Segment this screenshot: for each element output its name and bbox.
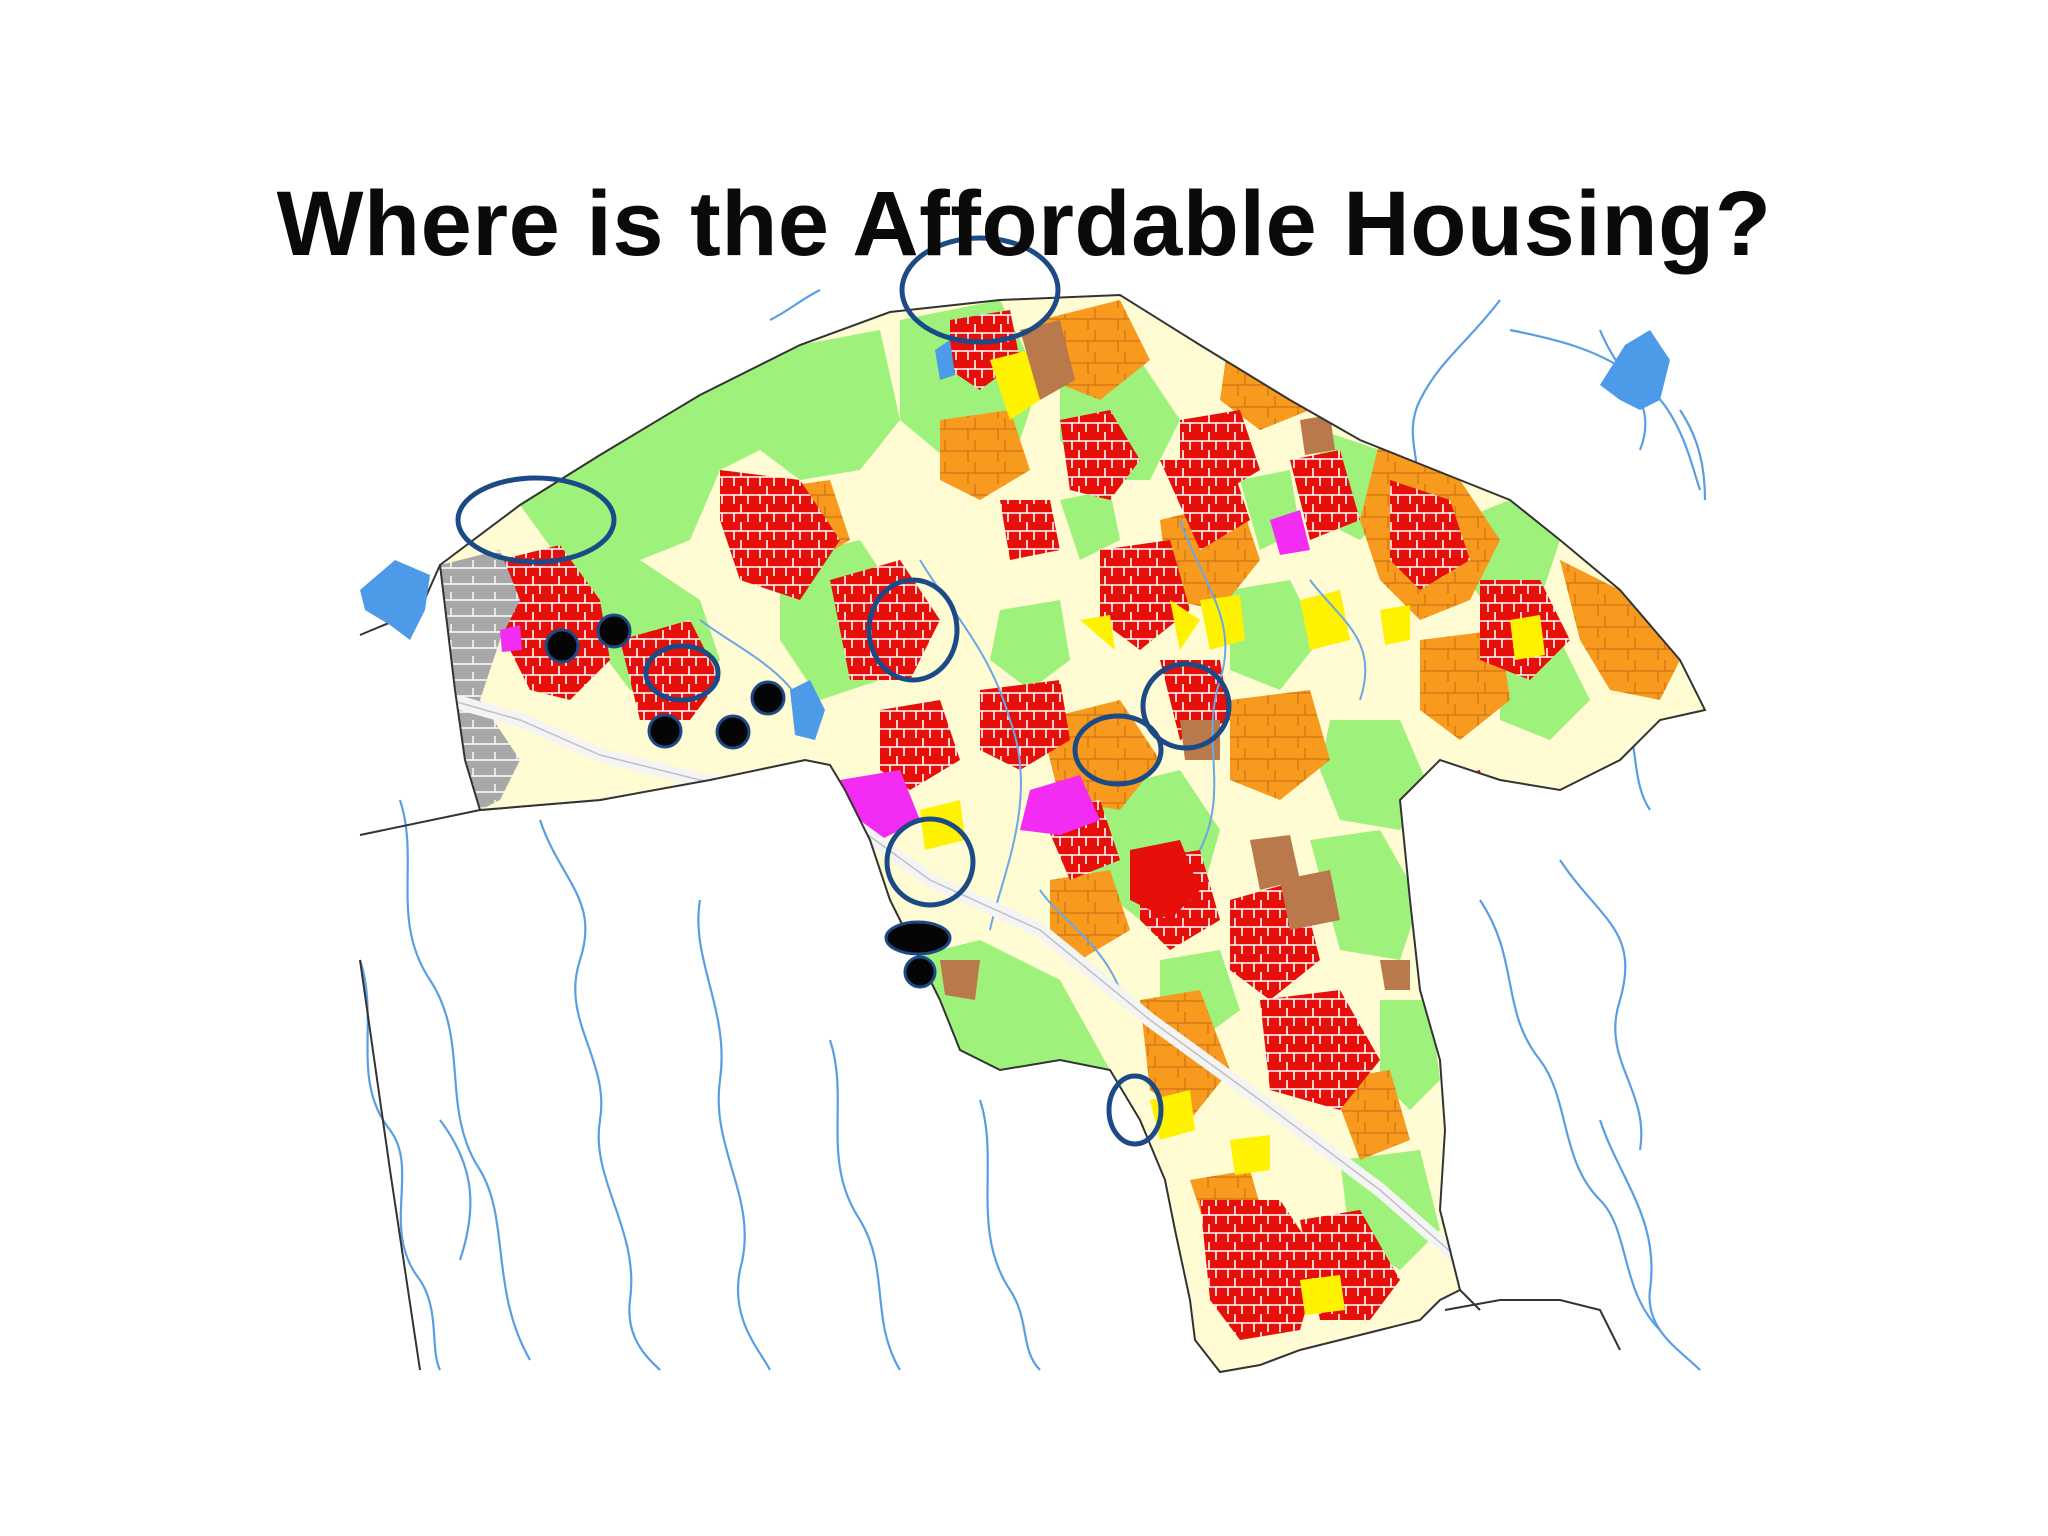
affordable-housing-circles [455,235,1232,1147]
housing-marker [596,613,632,649]
affordable-housing-circle [1106,1073,1164,1147]
affordable-housing-circle [1072,713,1164,787]
red-block [1130,840,1200,920]
affordable-housing-circle [899,235,1061,345]
housing-marker [903,955,937,989]
affordable-housing-circle [884,816,976,908]
affordable-housing-circle [455,475,617,565]
streams-layer [358,289,1707,1371]
slide-title: Where is the Affordable Housing? [276,173,1772,275]
town-area [440,295,1705,1372]
outside-water-bodies [360,330,1670,640]
affordable-housing-circle [643,643,721,703]
housing-marker [884,920,952,956]
town-outline [438,293,1707,1374]
affordable-housing-circle [866,577,960,683]
housing-marker [715,714,751,750]
housing-marker [750,680,786,716]
housing-marker [647,713,683,749]
gray-area [440,550,520,810]
affordable-housing-markers [544,613,952,989]
affordable-housing-circle [1140,661,1232,751]
housing-marker [544,628,580,664]
